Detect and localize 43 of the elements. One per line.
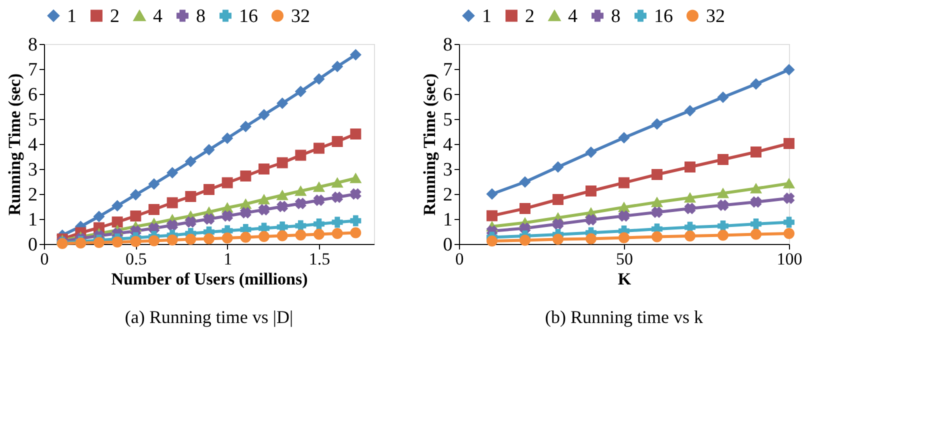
y-tick-label: 8	[443, 34, 452, 56]
x-tick-label: 100	[776, 250, 802, 268]
y-tick-label: 5	[443, 110, 452, 130]
legend-label: 16	[654, 6, 673, 27]
x-axis-title: K	[618, 270, 632, 288]
y-tick-label: 7	[443, 60, 452, 80]
x-tick-label: 0.5	[126, 250, 147, 268]
y-tick-label: 0	[443, 234, 452, 256]
legend-label: 32	[706, 6, 725, 27]
x-tick-label: 1	[224, 250, 232, 268]
text: (b) Running time vs k	[545, 307, 703, 327]
legend-label: 32	[291, 6, 310, 27]
text: (a) Running time vs |D|	[124, 307, 294, 327]
legend-label: 2	[525, 6, 534, 27]
x-tick-label: 0	[40, 250, 49, 268]
legend-label: 4	[153, 6, 163, 27]
y-tick-label: 4	[443, 134, 453, 156]
y-axis-title: Running Time (sec)	[5, 73, 24, 216]
y-axis-title: Running Time (sec)	[420, 73, 439, 216]
y-tick-label: 0	[28, 234, 38, 256]
y-tick-label: 3	[28, 160, 38, 180]
legend-label: 4	[568, 6, 578, 27]
y-tick-label: 4	[28, 134, 38, 156]
legend-label: 2	[110, 6, 120, 27]
y-tick-label: 3	[443, 160, 452, 180]
y-tick-label: 6	[443, 84, 452, 106]
legend-label: 1	[482, 6, 492, 27]
y-tick-label: 1	[443, 210, 452, 230]
x-tick-label: 1.5	[308, 250, 330, 268]
x-tick-label: 50	[616, 250, 633, 268]
y-tick-label: 1	[28, 210, 38, 230]
legend-label: 8	[196, 6, 206, 27]
legend-label: 16	[239, 6, 258, 27]
y-tick-label: 6	[28, 84, 38, 106]
y-tick-label: 2	[443, 184, 452, 206]
y-tick-label: 7	[28, 60, 38, 80]
legend-label: 1	[67, 6, 76, 27]
y-tick-label: 8	[28, 34, 38, 56]
y-tick-label: 5	[28, 110, 38, 130]
x-axis-title: Number of Users (millions)	[111, 270, 308, 288]
legend-label: 8	[611, 6, 620, 27]
x-tick-label: 0	[455, 250, 464, 268]
y-tick-label: 2	[28, 184, 38, 206]
